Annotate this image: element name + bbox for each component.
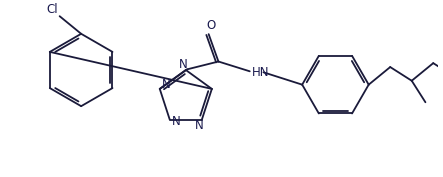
Text: HN: HN	[252, 66, 269, 79]
Text: Cl: Cl	[46, 3, 58, 16]
Text: N: N	[172, 115, 181, 128]
Text: O: O	[206, 19, 215, 32]
Text: N: N	[194, 119, 203, 132]
Text: N: N	[162, 78, 171, 92]
Text: N: N	[179, 58, 187, 71]
